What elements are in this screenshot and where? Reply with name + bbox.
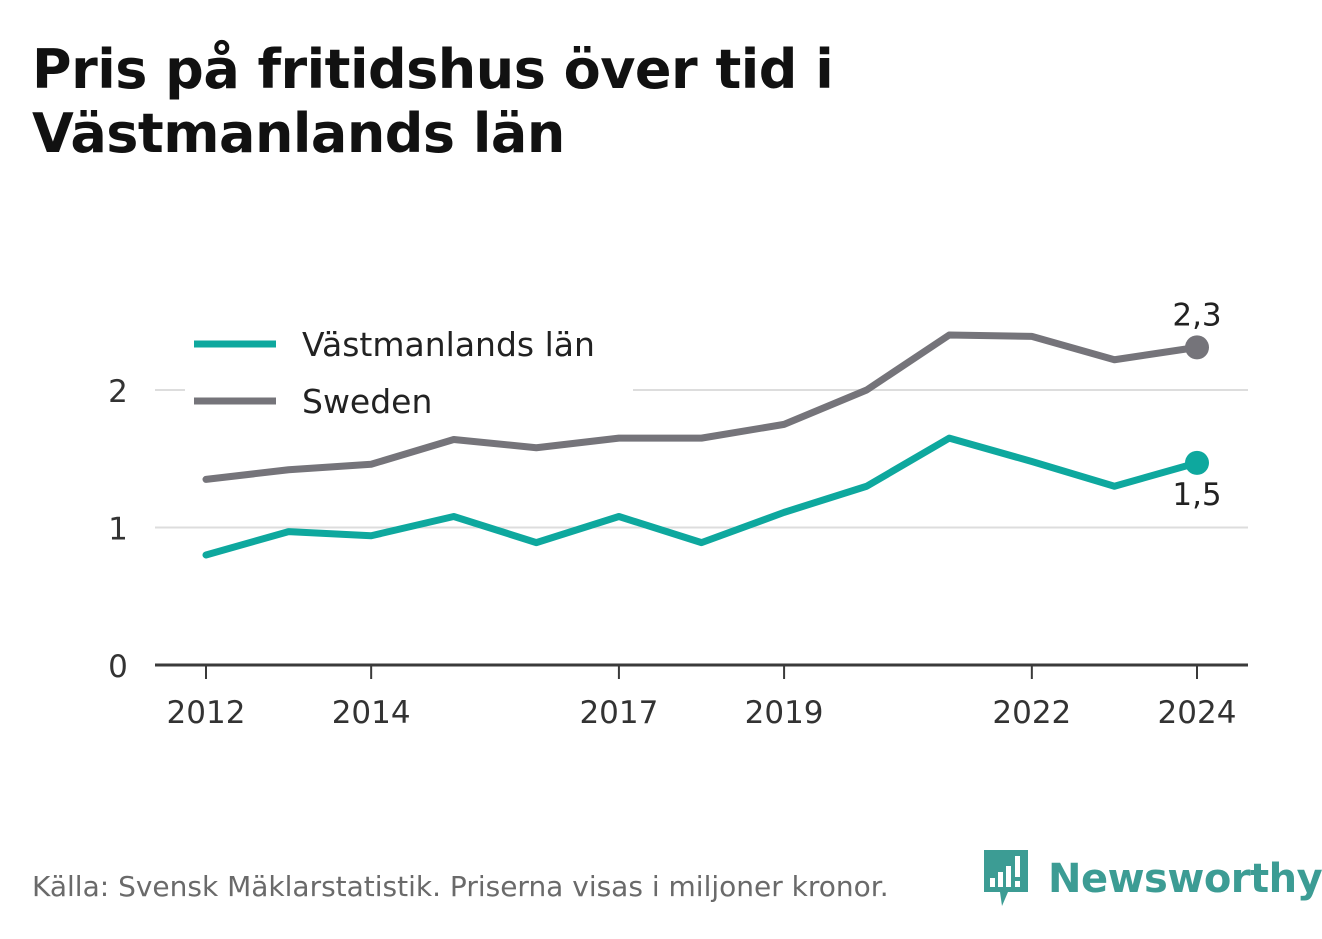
brand-logo[interactable]: Newsworthy xyxy=(982,848,1322,910)
legend-label-0: Västmanlands län xyxy=(302,325,595,364)
y-tick-label-2: 2 xyxy=(108,374,128,410)
x-tick-label-2024: 2024 xyxy=(1158,695,1237,731)
x-tick-label-2017: 2017 xyxy=(579,695,658,731)
x-tick-label-2012: 2012 xyxy=(167,695,246,731)
series-line-1 xyxy=(202,331,1201,483)
brand-name: Newsworthy xyxy=(1048,856,1322,902)
y-tick-label-1: 1 xyxy=(108,512,128,548)
legend-label-1: Sweden xyxy=(302,382,432,421)
end-label-1: 2,3 xyxy=(1172,297,1221,333)
x-axis: 2012 2014 2017 2019 2022 2024 xyxy=(155,663,1248,731)
x-tick-label-2014: 2014 xyxy=(332,695,411,731)
x-tick-label-2019: 2019 xyxy=(745,695,824,731)
series-line-0 xyxy=(202,434,1201,559)
end-labels: 1,5 2,3 xyxy=(1172,297,1221,513)
x-tick-label-2022: 2022 xyxy=(992,695,1071,731)
y-axis-labels: 0 1 2 xyxy=(108,374,128,685)
end-label-0: 1,5 xyxy=(1172,477,1221,513)
bar-chart-speech-bubble-icon xyxy=(984,850,1028,906)
end-point-0 xyxy=(1185,450,1209,475)
legend: Västmanlands län Sweden xyxy=(185,322,633,422)
legend-background xyxy=(185,322,633,422)
chart-title: Pris på fritidshus över tid i Västmanlan… xyxy=(32,38,834,165)
series-lines xyxy=(202,331,1209,559)
y-tick-label-0: 0 xyxy=(108,649,128,685)
source-note: Källa: Svensk Mäklarstatistik. Priserna … xyxy=(32,870,889,903)
end-point-1 xyxy=(1185,335,1209,360)
